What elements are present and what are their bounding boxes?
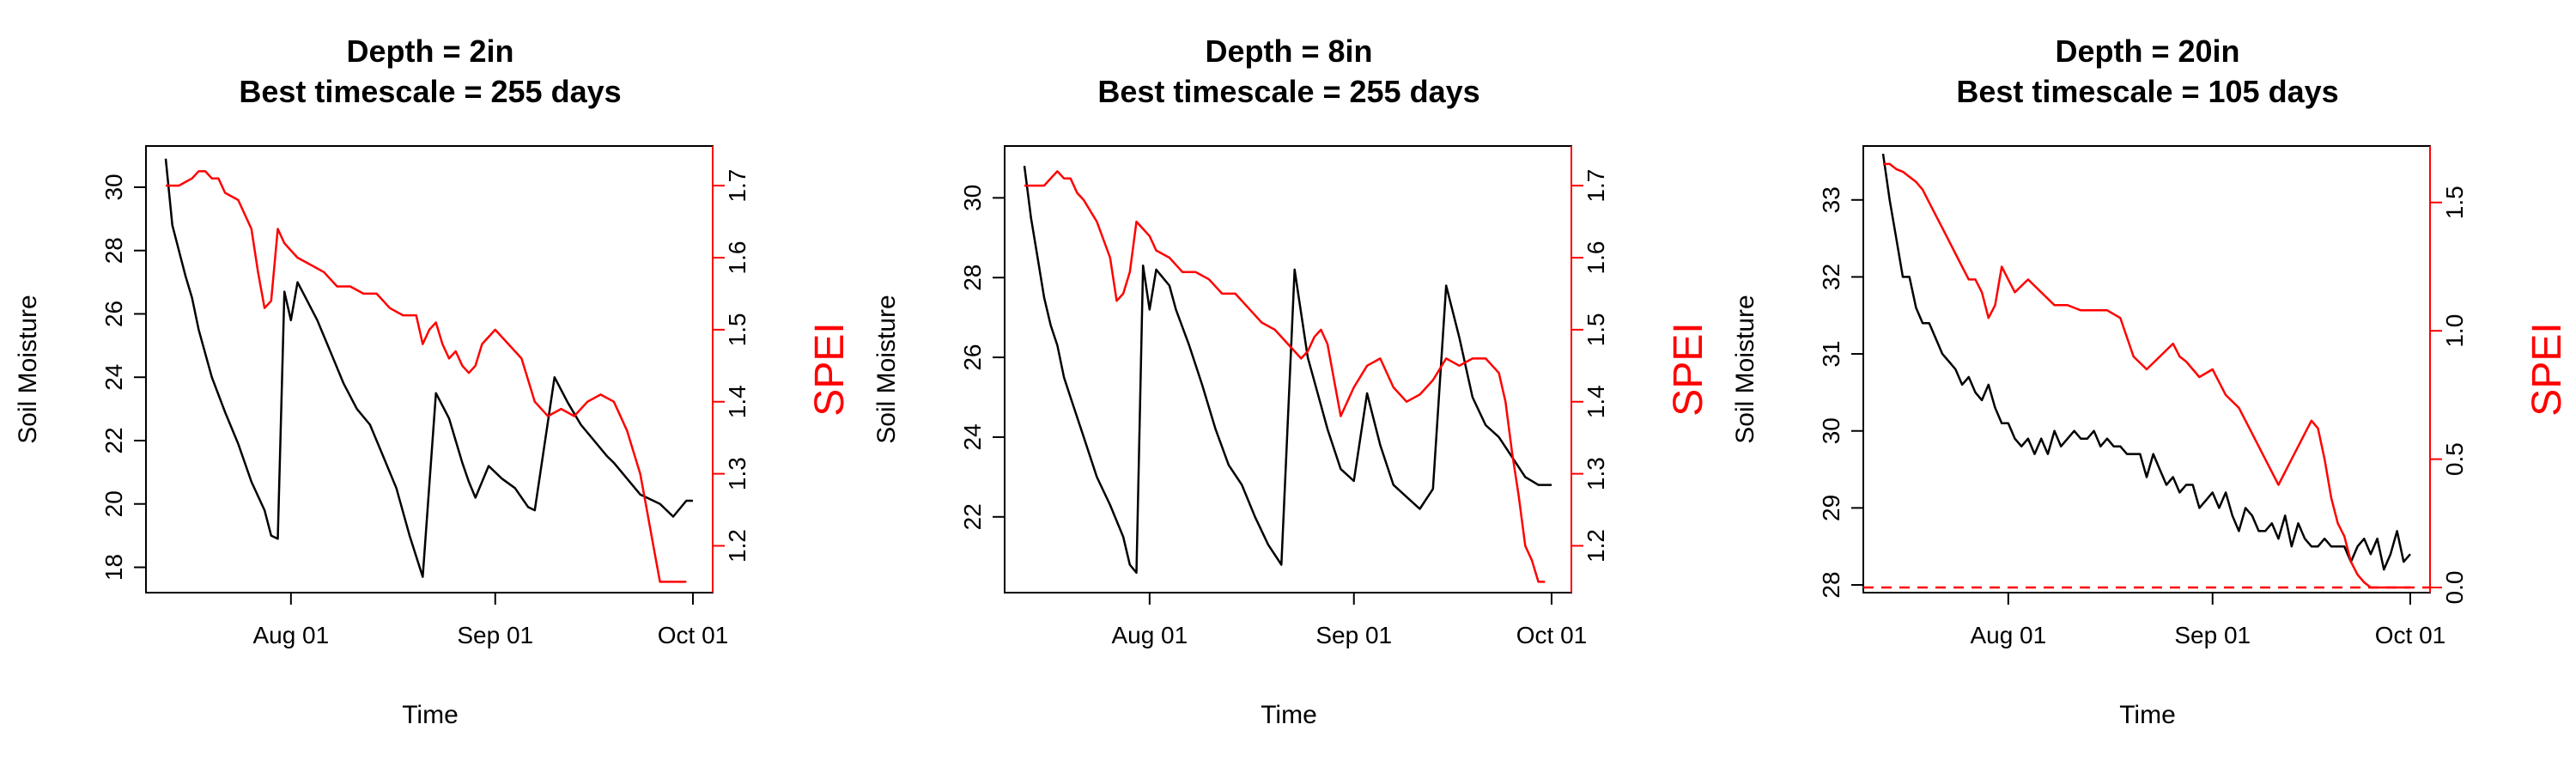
chart-title-line2: Best timescale = 255 days [1097,74,1479,109]
series-layer [1863,153,2430,589]
y-axis-right: 0.0 0.5 1.0 1.5 [2429,146,2468,605]
y-axis-left: 22 24 26 28 30 [959,185,1005,530]
y2-tick-label: 1.6 [1583,241,1609,275]
y-tick-label: 28 [959,265,986,291]
y2-tick-label: 1.3 [724,457,750,490]
y-tick-label: 28 [1818,571,1844,598]
chart-title-line2: Best timescale = 105 days [1956,74,2338,109]
y-tick-label: 22 [100,427,127,453]
x-tick-label: Oct 01 [1516,622,1587,648]
y-axis-left: 28 29 30 31 32 33 [1818,186,1864,599]
x-tick-label: Aug 01 [252,622,329,648]
soil-moisture-series-line [1023,166,1552,575]
chart-title-line1: Depth = 20in [2055,33,2239,69]
y-tick-label: 18 [100,554,127,581]
y2-tick-label: 1.0 [2441,314,2468,348]
y-tick-label: 29 [1818,495,1844,521]
y-tick-label: 32 [1818,264,1844,290]
y-tick-label: 30 [1818,417,1844,444]
y-tick-label: 33 [1818,186,1844,213]
y2-tick-label: 1.5 [2441,186,2468,219]
chart-title-line1: Depth = 8in [1205,33,1372,69]
y2-tick-label: 1.7 [724,169,750,203]
y-tick-label: 22 [959,503,986,530]
y-axis-left: 18 20 22 24 26 28 30 [100,173,147,581]
y2-tick-label: 0.0 [2441,571,2468,605]
x-tick-label: Sep 01 [2174,622,2251,648]
spei-series-line [1883,162,2410,589]
x-axis-label: Time [2119,701,2176,729]
y-tick-label: 28 [100,237,127,264]
y2-tick-label: 1.7 [1583,169,1609,203]
chart-title-line2: Best timescale = 255 days [239,74,621,109]
x-tick-label: Sep 01 [1315,622,1392,648]
y-tick-label: 30 [959,185,986,211]
y-tick-label: 30 [100,173,127,200]
y2-tick-label: 0.5 [2441,442,2468,476]
y2-tick-label: 1.6 [724,241,750,275]
y2-tick-label: 1.5 [1583,313,1609,346]
chart-title-line1: Depth = 2in [346,33,513,69]
x-tick-label: Aug 01 [1970,622,2046,648]
y-axis-right: 1.2 1.3 1.4 1.5 1.6 1.7 [712,146,750,593]
y-tick-label: 26 [959,344,986,370]
chart-panel-depth-8in: Depth = 8in Best timescale = 255 days 22… [872,33,1711,729]
y2-tick-label: 1.4 [724,385,750,418]
spei-series-line [166,170,687,583]
y2-tick-label: 1.5 [724,313,750,346]
x-tick-label: Oct 01 [2375,622,2445,648]
y2-tick-label: 1.3 [1583,457,1609,490]
y2-axis-label: SPEI [807,322,853,416]
x-tick-label: Oct 01 [658,622,728,648]
x-tick-label: Sep 01 [457,622,533,648]
x-axis-label: Time [402,701,459,729]
y-axis-label: Soil Moisture [872,295,901,443]
y-axis-label: Soil Moisture [14,295,42,443]
y2-tick-label: 1.2 [1583,529,1609,563]
x-tick-label: Aug 01 [1111,622,1188,648]
y-tick-label: 24 [100,364,127,391]
y2-axis-label: SPEI [1666,322,1711,416]
y2-tick-label: 1.2 [724,529,750,563]
y2-tick-label: 1.4 [1583,385,1609,418]
y-axis-right: 1.2 1.3 1.4 1.5 1.6 1.7 [1571,146,1609,593]
y-axis-label: Soil Moisture [1731,295,1759,443]
y2-axis-label: SPEI [2524,322,2570,416]
spei-series-line [1024,170,1546,583]
soil-moisture-series-line [164,158,693,578]
x-axis: Aug 01 Sep 01 Oct 01 [252,592,728,648]
y-tick-label: 31 [1818,340,1844,367]
soil-moisture-series-line [1881,153,2411,571]
series-layer [164,158,693,583]
x-axis: Aug 01 Sep 01 Oct 01 [1111,592,1587,648]
y-tick-label: 26 [100,301,127,327]
y-tick-label: 24 [959,423,986,450]
x-axis-label: Time [1261,701,1317,729]
series-layer [1023,166,1552,583]
chart-panel-depth-20in: Depth = 20in Best timescale = 105 days 2… [1731,33,2570,729]
y-tick-label: 20 [100,490,127,517]
chart-panel-depth-2in: Depth = 2in Best timescale = 255 days 18… [14,33,853,729]
x-axis: Aug 01 Sep 01 Oct 01 [1970,592,2445,648]
